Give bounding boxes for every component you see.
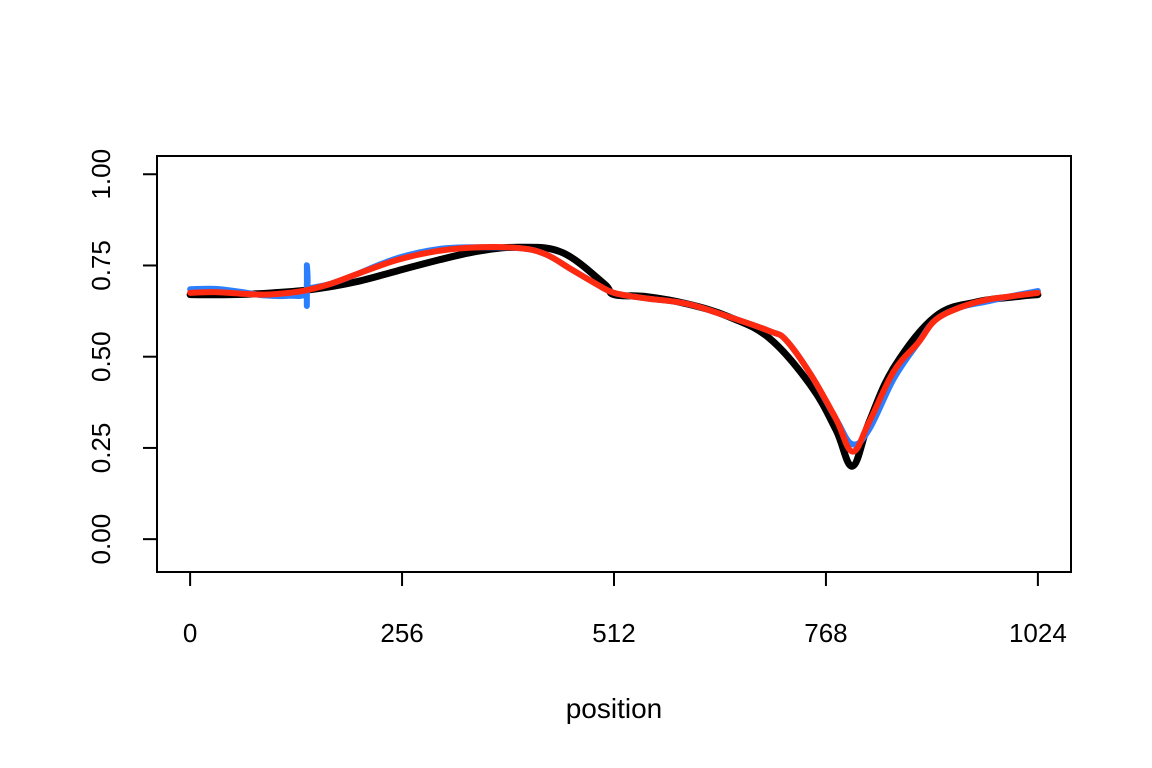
x-axis: 0 256 512 768 1024 xyxy=(183,571,1067,648)
y-axis: 0.00 0.25 0.50 0.75 1.00 xyxy=(86,149,158,565)
x-tick-label: 0 xyxy=(183,618,197,648)
x-tick-label: 256 xyxy=(380,618,423,648)
y-tick-label: 0.25 xyxy=(86,423,116,474)
y-tick-label: 1.00 xyxy=(86,149,116,200)
x-tick-label: 1024 xyxy=(1009,618,1067,648)
x-axis-title: position xyxy=(566,693,663,724)
series-layer xyxy=(186,243,1042,470)
series-red-line xyxy=(187,244,1041,455)
x-tick-label: 768 xyxy=(804,618,847,648)
plot-area-frame xyxy=(156,155,1072,573)
y-tick-label: 0.00 xyxy=(86,514,116,565)
x-tick-label: 512 xyxy=(592,618,635,648)
y-tick-label: 0.50 xyxy=(86,331,116,382)
y-tick-label: 0.75 xyxy=(86,240,116,291)
